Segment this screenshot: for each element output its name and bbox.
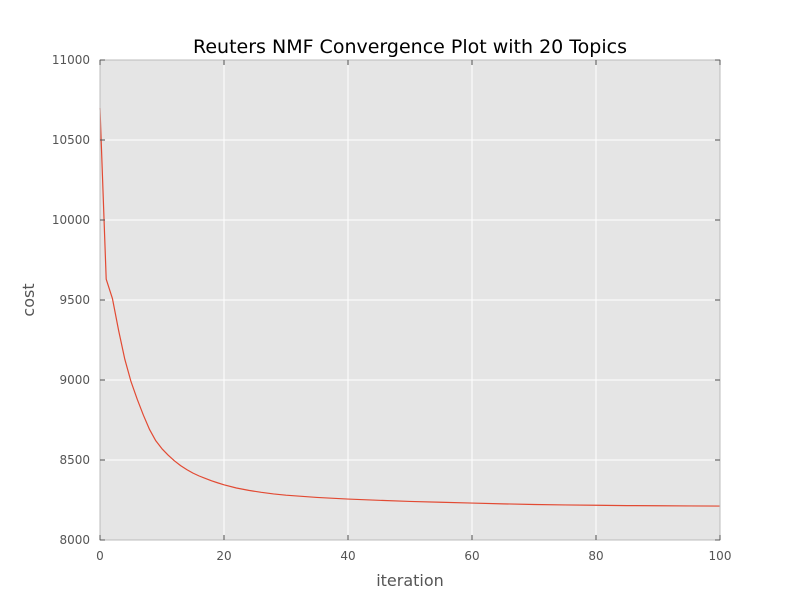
y-tick-label: 9500 bbox=[59, 293, 90, 307]
x-tick-label: 80 bbox=[588, 549, 603, 563]
series-line-0 bbox=[99, 107, 721, 507]
x-tick-label: 0 bbox=[96, 549, 104, 563]
y-tick-label: 11000 bbox=[52, 53, 90, 67]
tick-layer: 0 20 40 60 80 100 8000 8500 9000 9500 10000 10500 11… bbox=[52, 53, 732, 563]
y-tick-label: 10000 bbox=[52, 213, 90, 227]
y-tick-label: 8500 bbox=[59, 453, 90, 467]
series-layer bbox=[99, 107, 721, 507]
y-tick-label: 9000 bbox=[59, 373, 90, 387]
x-tick-label: 40 bbox=[340, 549, 355, 563]
x-tick-label: 100 bbox=[709, 549, 732, 563]
y-tick-label: 10500 bbox=[52, 133, 90, 147]
y-tick-label: 8000 bbox=[59, 533, 90, 547]
x-axis-title: iteration bbox=[376, 571, 444, 590]
grid-layer bbox=[99, 59, 721, 541]
x-tick-label: 20 bbox=[216, 549, 231, 563]
chart-title: Reuters NMF Convergence Plot with 20 Top… bbox=[193, 36, 627, 58]
y-axis-title: cost bbox=[19, 283, 38, 316]
x-tick-label: 60 bbox=[464, 549, 479, 563]
